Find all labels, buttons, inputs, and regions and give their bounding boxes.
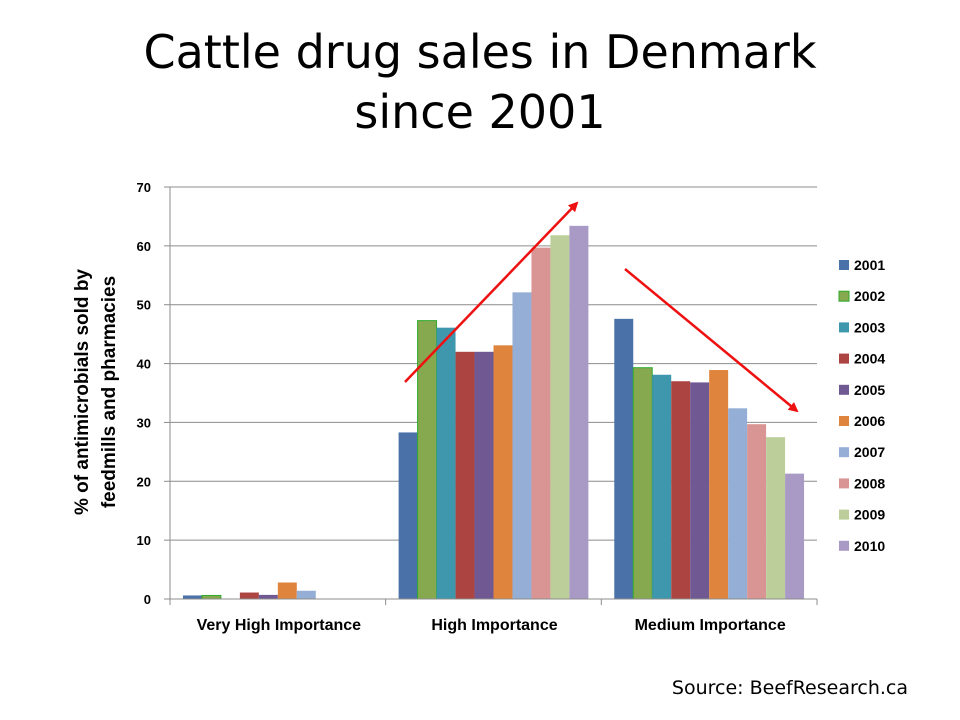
bar-series: [182, 225, 805, 600]
legend-swatch-2004: [839, 353, 849, 364]
bar-2005-0: [258, 594, 278, 599]
title-line-1: Cattle drug sales in Denmark: [143, 25, 817, 79]
x-category-label: Very High Importance: [197, 617, 362, 634]
source-credit: Source: BeefResearch.ca: [671, 677, 908, 699]
legend-swatch-2007: [839, 447, 849, 458]
bar-2003-1: [436, 327, 456, 599]
y-axis-label-line-2: feedmills and pharmacies: [99, 276, 120, 508]
trend-arrow-up: [404, 201, 579, 383]
bar-2001-2: [614, 318, 634, 599]
bar-2010-2: [785, 473, 805, 599]
y-tick-label: 0: [144, 592, 151, 607]
bar-2001-1: [398, 432, 418, 599]
legend-swatch-2008: [839, 478, 849, 489]
legend-swatch-2005: [839, 384, 849, 395]
bar-2008-2: [747, 424, 767, 599]
bar-2010-1: [569, 225, 589, 600]
legend-label-2005: 2005: [854, 382, 885, 398]
bar-2009-2: [766, 437, 786, 599]
y-tick-label: 60: [137, 239, 151, 254]
bar-2004-2: [671, 381, 691, 599]
legend-label-2003: 2003: [854, 319, 885, 335]
bar-2004-1: [455, 351, 475, 599]
legend-label-2010: 2010: [854, 538, 885, 554]
bar-2002-0: [201, 594, 222, 600]
y-tick-label: 10: [137, 533, 151, 548]
bar-2009-1: [550, 235, 570, 599]
bar-2005-1: [474, 351, 494, 599]
bar-2006-0: [277, 582, 297, 599]
bar-2002-1: [417, 320, 438, 600]
x-category-label: Medium Importance: [635, 617, 786, 634]
y-tick-label: 30: [137, 415, 151, 430]
legend-label-2008: 2008: [854, 475, 885, 491]
legend-label-2006: 2006: [854, 413, 885, 429]
y-axis-label: % of antimicrobials sold by feedmills an…: [72, 269, 120, 515]
trend-arrows: [404, 201, 799, 413]
title-line-2: since 2001: [354, 85, 606, 139]
legend-swatch-2001: [839, 260, 849, 270]
trend-arrow-down: [624, 268, 799, 413]
bar-2006-1: [493, 345, 513, 599]
legend: 2001 2002 2003 2004 2005 2006 2007 2008 2009 2010: [838, 257, 885, 554]
bar-2002-2: [632, 367, 653, 600]
bar-2005-2: [690, 382, 710, 599]
legend-label-2001: 2001: [854, 257, 885, 273]
bar-2007-2: [728, 408, 748, 599]
y-tick-label: 50: [137, 298, 151, 313]
legend-label-2009: 2009: [854, 507, 885, 523]
y-axis-label-line-1: % of antimicrobials sold by: [72, 269, 93, 515]
x-category-labels: Very High Importance High Importance Mediu…: [197, 617, 786, 634]
legend-swatch-2006: [839, 416, 849, 426]
y-tick-labels: 0 10 20 30 40 50 60 70: [137, 180, 151, 607]
bar-2003-2: [652, 374, 672, 599]
x-category-label: High Importance: [431, 617, 557, 634]
legend-swatch-2003: [839, 322, 849, 333]
y-tick-label: 20: [137, 474, 151, 489]
legend-label-2007: 2007: [854, 444, 885, 460]
legend-swatch-2010: [839, 540, 849, 551]
bar-2007-0: [296, 590, 316, 599]
bar-2001-0: [182, 595, 202, 599]
bar-2006-2: [709, 370, 729, 599]
axes: [164, 186, 818, 605]
y-tick-label: 40: [137, 357, 151, 372]
legend-swatch-2002: [838, 290, 850, 302]
bar-2008-1: [531, 247, 551, 599]
legend-label-2002: 2002: [854, 288, 885, 304]
bar-2007-1: [512, 292, 532, 599]
legend-label-2004: 2004: [854, 351, 885, 367]
legend-swatch-2009: [839, 509, 849, 520]
y-tick-label: 70: [137, 180, 151, 195]
bar-2004-0: [239, 592, 259, 599]
slide-title: Cattle drug sales in Denmark since 2001: [0, 22, 960, 142]
